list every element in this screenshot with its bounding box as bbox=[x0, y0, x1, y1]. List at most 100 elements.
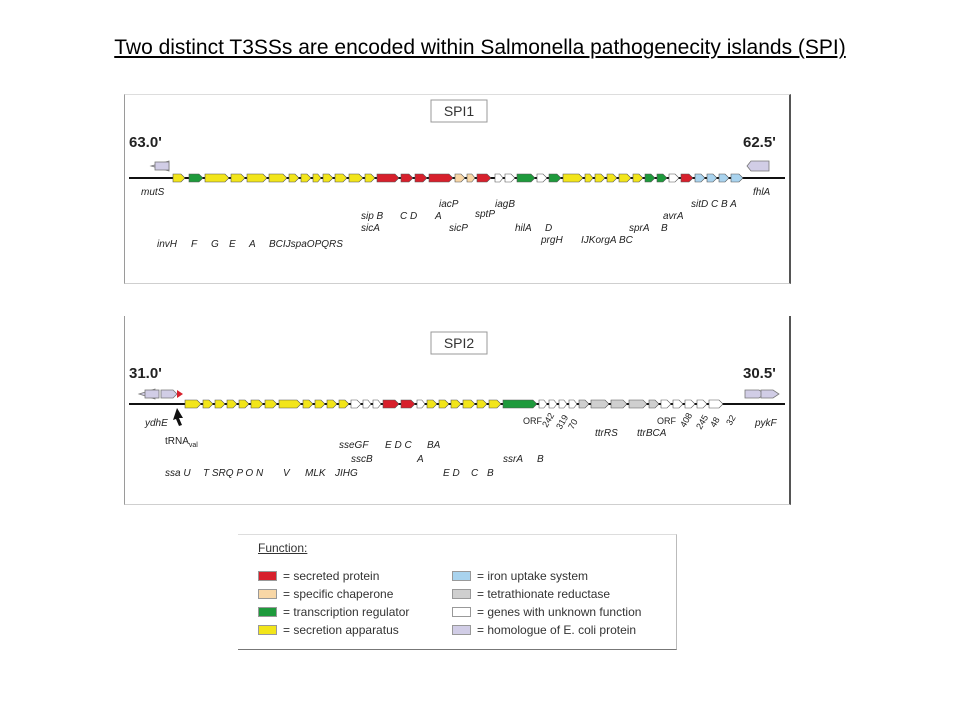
gene-arrow-secreted bbox=[400, 399, 416, 409]
gene-arrow-chaperone bbox=[454, 173, 466, 183]
gene-label-sit: sitD C B A bbox=[691, 199, 737, 210]
gene-arrow-apparatus bbox=[438, 399, 450, 409]
gene-arrow-apparatus bbox=[338, 399, 350, 409]
gene-arrow-apparatus bbox=[204, 173, 230, 183]
spi2-label-box bbox=[430, 331, 488, 355]
gene-label-sscA: A bbox=[416, 454, 424, 465]
gene-arrow-iron bbox=[706, 173, 718, 183]
gene-label-invF: F bbox=[191, 239, 198, 250]
spi2-gene-track bbox=[184, 399, 724, 409]
gene-arrow-secreted bbox=[476, 173, 492, 183]
pykF-gene-2 bbox=[760, 389, 780, 399]
gene-arrow-tetrathionate bbox=[628, 399, 648, 409]
gene-arrow-apparatus bbox=[300, 173, 312, 183]
gene-label-ssaED: E D bbox=[443, 468, 460, 479]
slide-title: Two distinct T3SSs are encoded within Sa… bbox=[114, 36, 846, 59]
gene-label-org: IJKorgA BC bbox=[581, 235, 634, 246]
gene-arrow-apparatus bbox=[238, 399, 250, 409]
gene-label-ttrBCA: ttrBCA bbox=[637, 428, 667, 439]
gene-arrow-unknown bbox=[548, 399, 558, 409]
gene-arrow-apparatus bbox=[462, 399, 476, 409]
gene-arrow-tetrathionate bbox=[578, 399, 590, 409]
gene-label-hilA: hilA bbox=[515, 223, 532, 234]
gene-label-mutS: mutS bbox=[141, 187, 165, 198]
gene-arrow-apparatus bbox=[594, 173, 606, 183]
gene-arrow-apparatus bbox=[250, 399, 264, 409]
gene-arrow-unknown bbox=[684, 399, 696, 409]
gene-arrow-apparatus bbox=[268, 173, 288, 183]
gene-label-sicA: sicA bbox=[361, 223, 380, 234]
gene-label-ydhE: ydhE bbox=[144, 418, 168, 429]
gene-label-avrA: avrA bbox=[663, 211, 684, 222]
gene-label-invA: A bbox=[248, 239, 256, 250]
gene-arrow-apparatus bbox=[302, 399, 314, 409]
spi1-panel: SPI1 63.0' 62.5' mutS fhlA iacP sptP iag… bbox=[124, 94, 791, 284]
gene-label-invE: E bbox=[229, 239, 236, 250]
gene-arrow-apparatus bbox=[618, 173, 632, 183]
gene-label-sipB: sip B bbox=[361, 211, 384, 222]
trna-marker bbox=[177, 390, 183, 398]
gene-label-iacP: iacP bbox=[439, 199, 459, 210]
legend-swatch bbox=[258, 571, 277, 581]
gene-label-sseEDC: E D C bbox=[385, 440, 412, 451]
spi2-panel: SPI2 31.0' 30.5' ydhE pykF tRNAval ORF 2… bbox=[124, 316, 791, 505]
spi1-left-position: 63.0' bbox=[129, 134, 162, 151]
gene-label-ssaB: B bbox=[487, 468, 494, 479]
gene-arrow-regulator bbox=[644, 173, 656, 183]
gene-arrow-apparatus bbox=[314, 399, 326, 409]
legend-text: = homologue of E. coli protein bbox=[477, 623, 637, 637]
orf-right-label: ORF bbox=[657, 416, 677, 426]
gene-label-ssaJIHG: JIHG bbox=[334, 468, 358, 479]
fhlA-gene bbox=[746, 160, 770, 172]
gene-arrow-unknown bbox=[362, 399, 372, 409]
legend-text: = secreted protein bbox=[283, 569, 380, 583]
gene-label-iagB: iagB bbox=[495, 199, 515, 210]
legend-column-right: = iron uptake system = tetrathionate red… bbox=[452, 567, 641, 639]
gene-arrow-apparatus bbox=[348, 173, 364, 183]
gene-label-ssaV: V bbox=[283, 468, 291, 479]
gene-label-sscB: sscB bbox=[351, 454, 373, 465]
gene-arrow-unknown bbox=[568, 399, 578, 409]
gene-arrow-iron bbox=[694, 173, 706, 183]
legend-swatch bbox=[452, 571, 471, 581]
gene-arrow-regulator bbox=[548, 173, 562, 183]
spi1-right-position: 62.5' bbox=[743, 134, 776, 151]
gene-arrow-apparatus bbox=[264, 399, 278, 409]
gene-arrow-unknown bbox=[672, 399, 684, 409]
legend-swatch bbox=[258, 589, 277, 599]
spi2-right-position: 30.5' bbox=[743, 365, 776, 382]
legend-text: = iron uptake system bbox=[477, 569, 589, 583]
legend-item-regulator: = transcription regulator bbox=[258, 603, 409, 621]
gene-arrow-apparatus bbox=[326, 399, 338, 409]
gene-arrow-apparatus bbox=[584, 173, 594, 183]
legend-item-secreted: = secreted protein bbox=[258, 567, 409, 585]
orf-48: 48 bbox=[708, 415, 722, 429]
legend-item-tetrathionate: = tetrathionate reductase bbox=[452, 585, 641, 603]
gene-arrow-unknown bbox=[558, 399, 568, 409]
gene-arrow-apparatus bbox=[426, 399, 438, 409]
gene-label-ssaTN: T SRQ P O N bbox=[203, 468, 264, 479]
orf-245: 245 bbox=[694, 413, 710, 431]
gene-arrow-unknown bbox=[494, 173, 504, 183]
gene-arrow-apparatus bbox=[632, 173, 644, 183]
gene-label-prgH: prgH bbox=[540, 235, 563, 246]
gene-arrow-apparatus bbox=[246, 173, 268, 183]
gene-arrow-apparatus bbox=[606, 173, 618, 183]
gene-arrow-apparatus bbox=[364, 173, 376, 183]
gene-arrow-apparatus bbox=[450, 399, 462, 409]
legend-text: = transcription regulator bbox=[283, 605, 410, 619]
spi2-left-position: 31.0' bbox=[129, 365, 162, 382]
gene-label-hilD: D bbox=[545, 223, 552, 234]
mutS-gene-body bbox=[154, 161, 170, 171]
legend-item-apparatus: = secretion apparatus bbox=[258, 621, 409, 639]
gene-label-sseBA: BA bbox=[427, 440, 441, 451]
gene-arrow-apparatus bbox=[476, 399, 488, 409]
trna-insertion-arrow bbox=[173, 408, 183, 426]
gene-label-sipCD: C D bbox=[400, 211, 417, 222]
spi1-label: SPI1 bbox=[444, 103, 475, 119]
gene-arrow-unknown bbox=[538, 399, 548, 409]
legend-item-iron: = iron uptake system bbox=[452, 567, 641, 585]
gene-arrow-apparatus bbox=[230, 173, 246, 183]
gene-arrow-unknown bbox=[372, 399, 382, 409]
gene-arrow-unknown bbox=[416, 399, 426, 409]
